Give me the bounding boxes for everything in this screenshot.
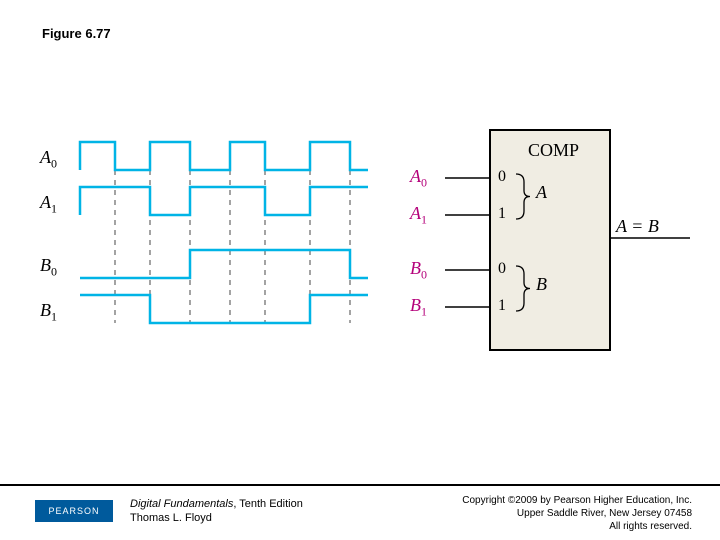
- copyright-line-2: All rights reserved.: [462, 520, 692, 533]
- group-label-B: B: [536, 274, 547, 295]
- book-title: Digital Fundamentals, Tenth Edition: [130, 498, 303, 510]
- comp-bit-A0: 0: [498, 168, 506, 186]
- copyright-line-0: Copyright ©2009 by Pearson Higher Educat…: [462, 494, 692, 507]
- comp-input-B0: B0: [410, 258, 427, 283]
- pearson-logo: PEARSON: [35, 500, 113, 522]
- group-label-A: A: [536, 182, 547, 203]
- comp-bit-B1: 1: [498, 297, 506, 315]
- comp-bit-A1: 1: [498, 205, 506, 223]
- output-label: A = B: [616, 216, 659, 237]
- comp-bit-B0: 0: [498, 260, 506, 278]
- figure-title: Figure 6.77: [42, 26, 111, 41]
- timing-svg: [20, 120, 380, 370]
- book-title-rest: , Tenth Edition: [233, 498, 303, 510]
- comp-input-A1: A1: [410, 203, 427, 228]
- figure-content: A0 A1 B0 B1 COMP A0 0 A1 1 B0 0 B1 1 A B A = B: [20, 120, 700, 400]
- book-title-italic: Digital Fundamentals: [130, 498, 233, 510]
- signal-label-A0: A0: [40, 147, 57, 172]
- footer-divider: [0, 484, 720, 486]
- copyright-line-1: Upper Saddle River, New Jersey 07458: [462, 507, 692, 520]
- footer: PEARSON Digital Fundamentals, Tenth Edit…: [0, 484, 720, 540]
- comp-input-A0: A0: [410, 166, 427, 191]
- timing-diagram: A0 A1 B0 B1: [20, 120, 380, 370]
- signal-label-B1: B1: [40, 300, 57, 325]
- comp-title: COMP: [528, 140, 579, 161]
- comp-input-B1: B1: [410, 295, 427, 320]
- signal-label-B0: B0: [40, 255, 57, 280]
- comparator-diagram: COMP A0 0 A1 1 B0 0 B1 1 A B A = B: [380, 120, 700, 370]
- copyright: Copyright ©2009 by Pearson Higher Educat…: [462, 494, 692, 533]
- book-author: Thomas L. Floyd: [130, 512, 212, 524]
- signal-label-A1: A1: [40, 192, 57, 217]
